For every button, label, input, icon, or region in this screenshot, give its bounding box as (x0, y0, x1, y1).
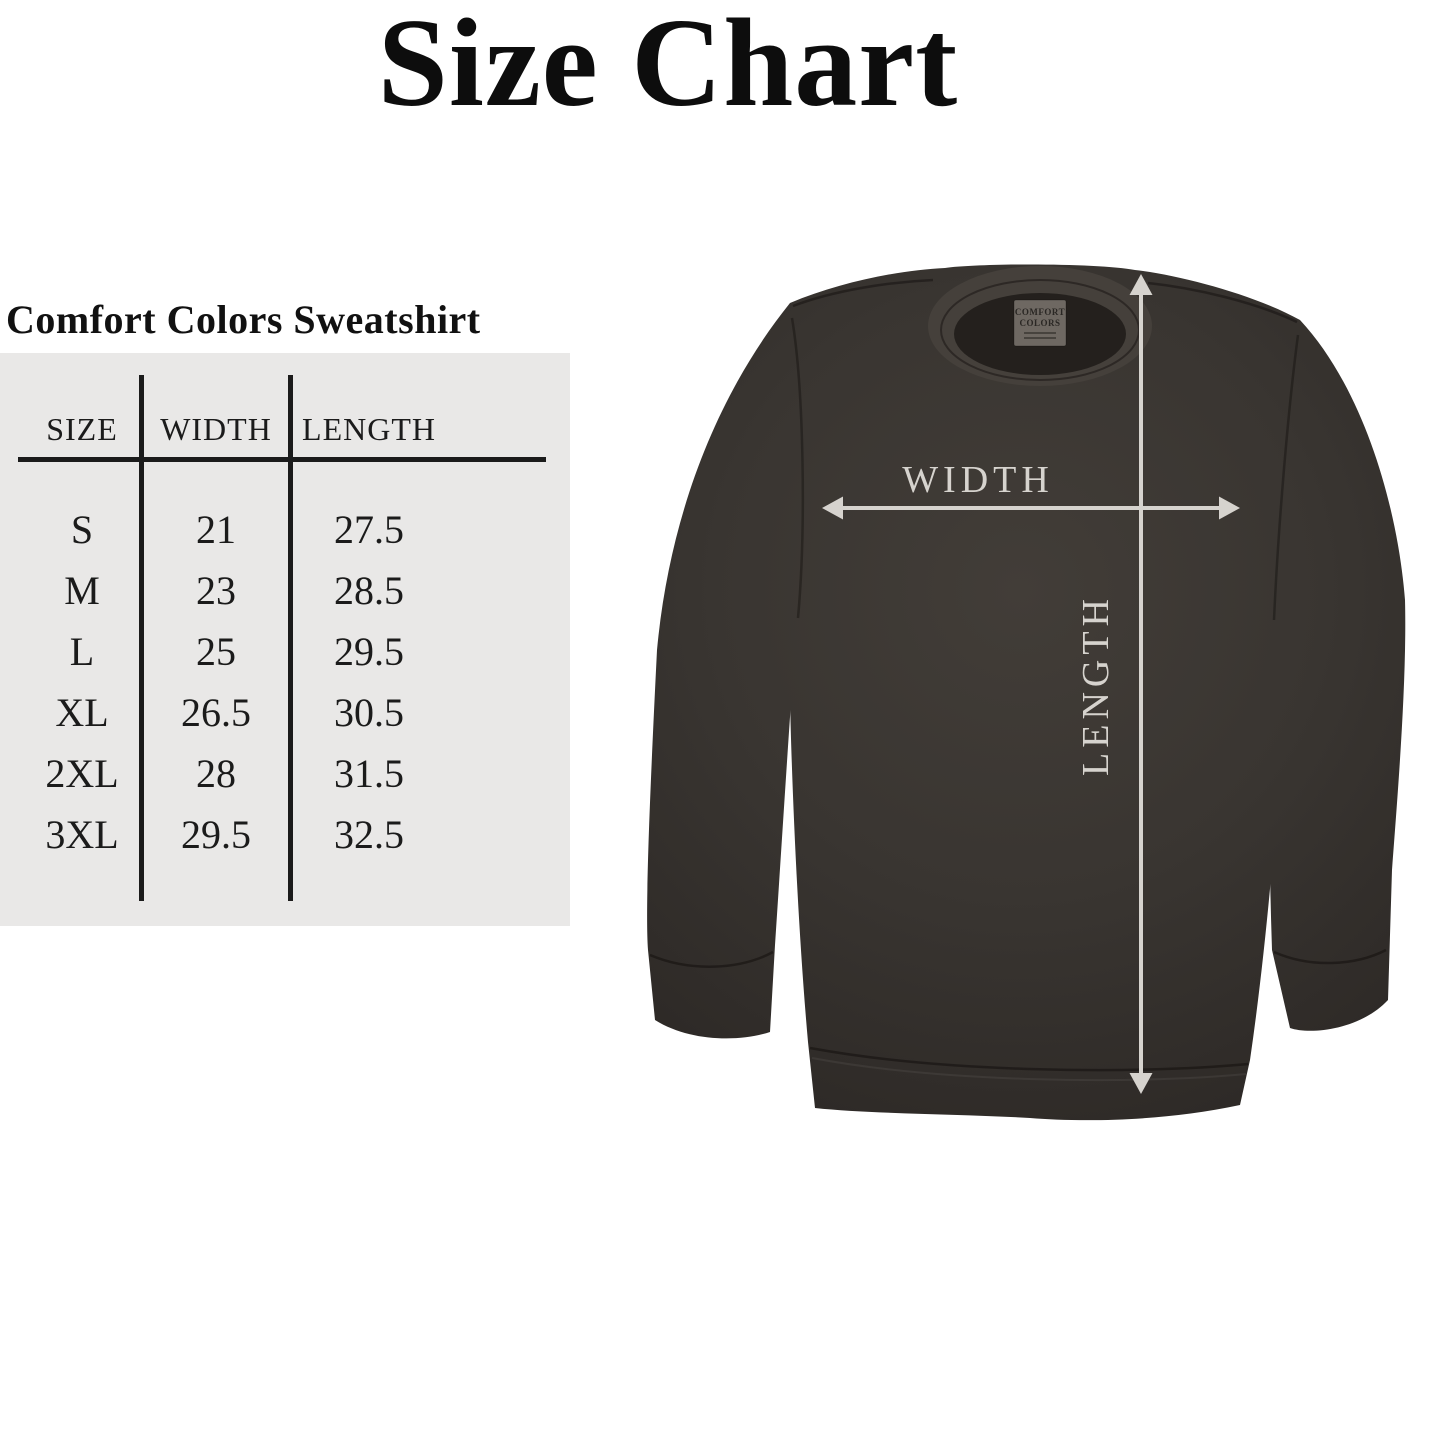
size-table-panel: SIZE WIDTH LENGTH S 21 27.5 M 23 28.5 L 25 29.5 X… (0, 353, 570, 926)
tag-brand-line2: COLORS (1019, 318, 1060, 328)
measurement-annotations: WIDTH LENGTH (822, 274, 1240, 1094)
size-table-rows: S 21 27.5 M 23 28.5 L 25 29.5 XL 26.5 30.5 2XL 28 31.5… (0, 499, 570, 865)
cell-width-L: 25 (196, 629, 236, 674)
cell-length-S: 27.5 (334, 507, 404, 552)
cell-size-2XL: 2XL (45, 751, 119, 796)
cell-length-M: 28.5 (334, 568, 404, 613)
size-row-3XL: 3XL 29.5 32.5 (0, 804, 570, 865)
product-name-heading: Comfort Colors Sweatshirt (6, 297, 481, 342)
column-header-length: LENGTH (302, 411, 436, 447)
right-armhole-seam (1272, 334, 1300, 621)
left-cuff-seam (649, 950, 774, 968)
size-row-L: L 25 29.5 (0, 621, 570, 682)
cell-size-3XL: 3XL (45, 812, 119, 857)
size-row-2XL: 2XL 28 31.5 (0, 743, 570, 804)
length-arrow (1129, 274, 1153, 1094)
size-row-M: M 23 28.5 (0, 560, 570, 621)
sweatshirt-body (788, 264, 1304, 1121)
cell-size-L: L (69, 629, 95, 674)
right-sleeve (1269, 320, 1406, 1031)
cell-size-M: M (64, 568, 100, 613)
size-row-XL: XL 26.5 30.5 (0, 682, 570, 743)
right-shoulder-seam (1147, 281, 1298, 324)
sweatshirt-photo: COMFORT COLORS (647, 264, 1406, 1121)
right-cuff-seam (1273, 948, 1387, 965)
cell-size-XL: XL (55, 690, 109, 735)
cell-length-2XL: 31.5 (334, 751, 404, 796)
size-row-S: S 21 27.5 (0, 499, 570, 560)
cell-size-S: S (70, 507, 94, 552)
cell-width-XL: 26.5 (181, 690, 251, 735)
cell-length-3XL: 32.5 (334, 812, 404, 857)
table-vertical-divider-1 (139, 375, 144, 901)
width-arrow (822, 496, 1240, 520)
column-header-size: SIZE (46, 411, 118, 447)
table-header-rule (18, 457, 546, 462)
cell-width-S: 21 (196, 507, 236, 552)
tag-brand-line1: COMFORT (1015, 307, 1065, 317)
cell-width-3XL: 29.5 (181, 812, 251, 857)
sweatshirt-measurement-diagram: COMFORT COLORS WIDTH LENGTH (647, 264, 1406, 1121)
cell-width-2XL: 28 (196, 751, 236, 796)
length-label: LENGTH (1075, 594, 1117, 776)
cell-length-XL: 30.5 (334, 690, 404, 735)
collar-tag: COMFORT COLORS (1013, 299, 1067, 347)
page-title: Size Chart (377, 0, 959, 133)
cell-length-L: 29.5 (334, 629, 404, 674)
left-shoulder-seam (792, 278, 934, 308)
width-label: WIDTH (902, 459, 1054, 501)
table-vertical-divider-2 (288, 375, 293, 901)
left-armhole-seam (790, 317, 805, 619)
cell-width-M: 23 (196, 568, 236, 613)
hem-stitch-highlight (811, 1057, 1247, 1082)
column-header-width: WIDTH (160, 411, 272, 447)
hem-seam (809, 1046, 1249, 1072)
left-sleeve (647, 303, 797, 1039)
